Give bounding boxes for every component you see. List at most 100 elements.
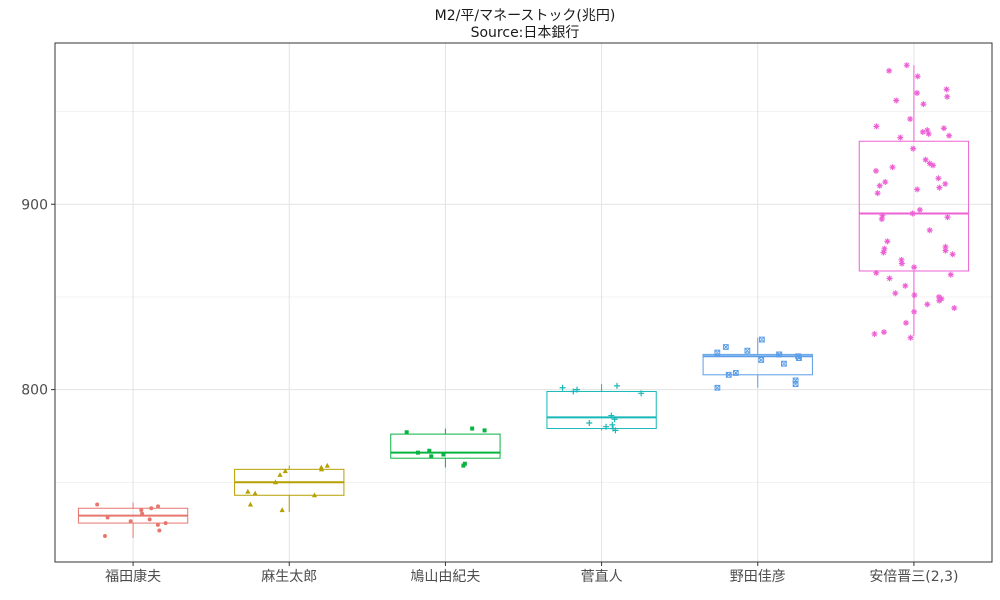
data-point [884, 238, 891, 245]
x-tick-label: 麻生太郎 [261, 569, 317, 585]
data-point [892, 290, 899, 297]
x-tick-label: 安倍晋三(2,3) [869, 569, 958, 585]
data-point [880, 249, 887, 256]
data-point [758, 357, 765, 363]
data-point [156, 504, 161, 509]
data-point [311, 492, 318, 498]
data-point [903, 319, 910, 326]
data-point [318, 466, 325, 472]
data-point [874, 190, 881, 197]
data-point [903, 62, 910, 69]
data-point [608, 412, 615, 419]
data-point [889, 164, 896, 171]
data-point [946, 132, 953, 139]
data-point [919, 128, 926, 135]
data-point [879, 212, 886, 219]
data-point [105, 515, 110, 520]
data-point [920, 101, 927, 108]
data-point [272, 479, 279, 485]
data-point [714, 384, 721, 391]
data-point [638, 390, 645, 397]
data-point [282, 468, 288, 474]
data-point [796, 355, 802, 362]
box-body [546, 390, 657, 430]
plot-area: 800 900 福田康夫 麻生太郎 鳩山由紀夫 菅直人 野田佳彦 安倍晋三(2,3) [21, 42, 993, 585]
data-point [881, 245, 888, 252]
chart-title: M2/平/マネーストック(兆円) [435, 8, 616, 24]
data-point [886, 275, 893, 282]
data-point [611, 416, 618, 423]
data-point [914, 186, 921, 193]
data-point [916, 206, 923, 213]
data-point [95, 502, 100, 507]
data-point [936, 297, 943, 304]
data-point [929, 162, 936, 169]
x-tick-label: 鳩山由紀夫 [410, 569, 480, 585]
data-point [744, 347, 751, 354]
data-point [792, 381, 799, 387]
data-point [909, 210, 916, 217]
data-point [873, 269, 880, 276]
data-point [461, 463, 466, 468]
data-point [873, 123, 880, 130]
data-point [429, 454, 434, 459]
x-tick-label: 野田佳彦 [730, 569, 786, 585]
data-point [714, 349, 721, 356]
data-point [880, 329, 887, 336]
data-point [876, 182, 883, 189]
data-point [586, 419, 593, 426]
data-point [441, 452, 446, 457]
data-point [926, 227, 933, 234]
data-point [427, 448, 432, 453]
y-tick-label: 800 [21, 383, 48, 399]
data-point [897, 134, 904, 141]
data-point [914, 90, 921, 97]
data-point [781, 360, 787, 367]
data-point [878, 216, 885, 223]
box-body [702, 353, 813, 376]
data-point [277, 472, 283, 477]
data-point [944, 214, 951, 221]
data-point [911, 264, 918, 271]
data-point [940, 125, 947, 132]
data-point [732, 370, 739, 376]
data-point [157, 528, 162, 533]
data-point [910, 145, 917, 152]
data-point [922, 156, 929, 163]
data-point [902, 282, 909, 289]
data-point [872, 167, 879, 174]
data-point [942, 247, 949, 254]
data-point [612, 427, 619, 434]
data-point [935, 175, 942, 182]
data-point [570, 388, 577, 395]
data-point [924, 301, 931, 308]
data-point [725, 371, 732, 378]
data-point [247, 501, 254, 507]
data-point [128, 519, 133, 524]
box-body [390, 433, 501, 459]
data-point [609, 421, 616, 428]
data-point [776, 351, 783, 358]
data-point [155, 522, 160, 527]
data-point [907, 115, 914, 122]
data-point [944, 93, 951, 100]
data-point [415, 450, 420, 455]
data-point [149, 506, 154, 511]
data-point [893, 97, 900, 104]
data-point [925, 130, 932, 137]
data-point [942, 243, 949, 250]
x-tick-label: 福田康夫 [105, 568, 161, 585]
data-point [603, 423, 610, 430]
data-point [898, 256, 905, 263]
data-point [926, 160, 933, 167]
data-point [324, 462, 330, 468]
data-point [559, 384, 566, 391]
data-point [947, 271, 954, 278]
data-point [279, 507, 285, 513]
data-point [140, 511, 145, 516]
data-point [907, 334, 914, 341]
data-point [911, 308, 918, 315]
data-point [404, 430, 409, 435]
